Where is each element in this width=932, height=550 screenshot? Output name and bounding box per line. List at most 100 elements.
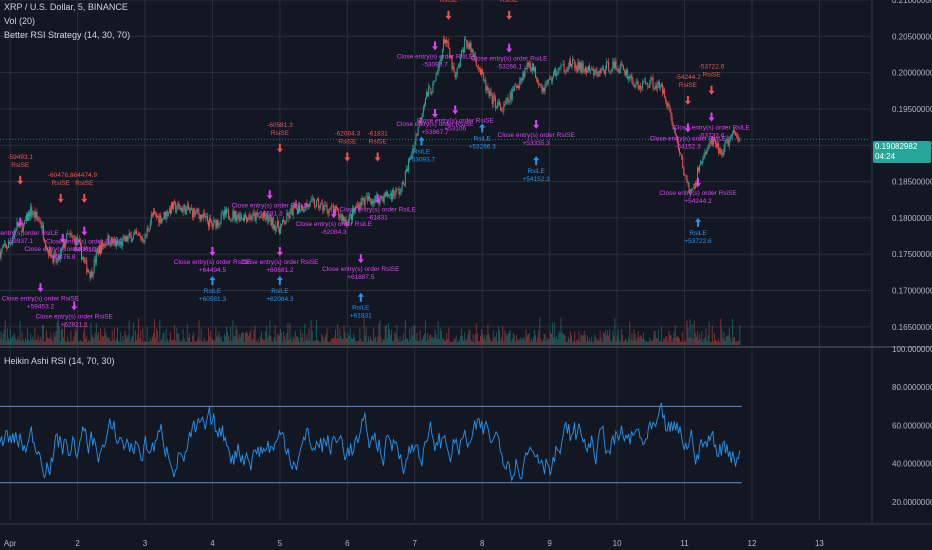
candle-body [25,214,27,221]
volume-bar [354,337,356,345]
exit-arrow-icon [81,226,88,236]
rsi-legend[interactable]: Heikin Ashi RSI (14, 70, 30) [4,356,115,366]
candle-body [267,213,269,222]
candle-body [101,242,103,254]
volume-bar [612,330,614,345]
volume-bar [420,340,422,345]
volume-bar [635,340,637,345]
candle-body [591,68,593,70]
rsi-line [0,402,741,482]
candle-body [395,189,397,196]
volume-bar [492,330,494,345]
volume-bar [330,338,332,345]
volume-bar [127,335,129,345]
volume-bar [210,330,212,345]
price-tag: 0.19082982 04:24 [873,141,931,163]
volume-bar [567,336,569,345]
volume-bar [309,340,311,345]
candle-body [633,83,635,88]
candle-body [212,223,214,227]
volume-bar [520,337,522,345]
volume-bar [300,329,302,345]
signal-value: +53867.7 [421,129,449,136]
candle-body [582,63,584,71]
volume-bar [484,335,486,345]
candle-body [508,100,510,103]
candle-body [281,223,283,227]
signal-label: RsiSE [500,0,519,4]
candle-body [210,218,212,221]
volume-bar [259,336,261,345]
candle-body [345,219,347,226]
candle-body [223,210,225,217]
signal-value: +54244.2 [684,198,712,205]
candle-body [222,212,224,217]
volume-bar [41,325,43,345]
strategy-legend[interactable]: Better RSI Strategy (14, 30, 70) [4,30,131,40]
volume-bar [291,341,293,345]
volume-bar [296,336,298,345]
candle-body [380,195,382,198]
volume-bar [65,341,67,345]
candle-body [293,205,295,208]
volume-bar [547,338,549,345]
candle-body [592,68,594,70]
candle-body [151,214,153,216]
volume-bar [466,339,468,345]
volume-bar [20,341,22,345]
volume-bar [721,329,723,345]
candle-body [710,138,712,144]
volume-bar [700,338,702,345]
volume-bar [369,336,371,345]
candle-body [505,100,507,105]
volume-bar [0,331,2,345]
candle-body [113,239,115,242]
volume-legend[interactable]: Vol (20) [4,16,36,26]
volume-bar [115,338,117,345]
volume-bar [622,341,624,345]
candle-body [282,220,284,224]
volume-bar [382,339,384,345]
candle-body [315,200,317,207]
candle-body [232,211,234,219]
volume-bar [434,329,436,345]
time-tick-label: 9 [547,539,552,548]
volume-bar [361,341,363,345]
volume-bar [695,336,697,345]
volume-bar [736,341,738,345]
candle-body [224,210,226,215]
volume-bar [462,336,464,345]
volume-bar [208,327,210,345]
candle-body [673,127,675,130]
signal-exit: Close entry(s) order RsiLE-54152.3 [650,123,727,150]
volume-bar [326,328,328,345]
candle-body [302,205,304,212]
volume-bar [323,340,325,345]
candle-body [34,211,36,218]
volume-bar [223,334,225,345]
volume-bar [675,337,677,345]
volume-bar [196,341,198,345]
signal-label: Close entry(s) order RsiSE [396,121,474,128]
volume-bar [274,324,276,345]
candle-body [604,68,606,75]
candle-body [587,65,589,71]
candle-body [392,189,394,200]
volume-bar [367,336,369,345]
candle-body [124,236,126,242]
volume-bar [655,337,657,345]
volume-bar [600,337,602,345]
candle-body [698,167,700,172]
symbol-title[interactable]: XRP / U.S. Dollar, 5, BINANCE [4,2,128,12]
candle-body [521,77,523,81]
candle-body [594,69,596,76]
candle-body [652,77,654,88]
candle-body [458,64,460,67]
signal-value: +64494.5 [199,267,227,274]
volume-bar [235,325,237,345]
volume-bar [35,340,37,345]
volume-bar [75,331,77,345]
volume-bar [141,341,143,345]
